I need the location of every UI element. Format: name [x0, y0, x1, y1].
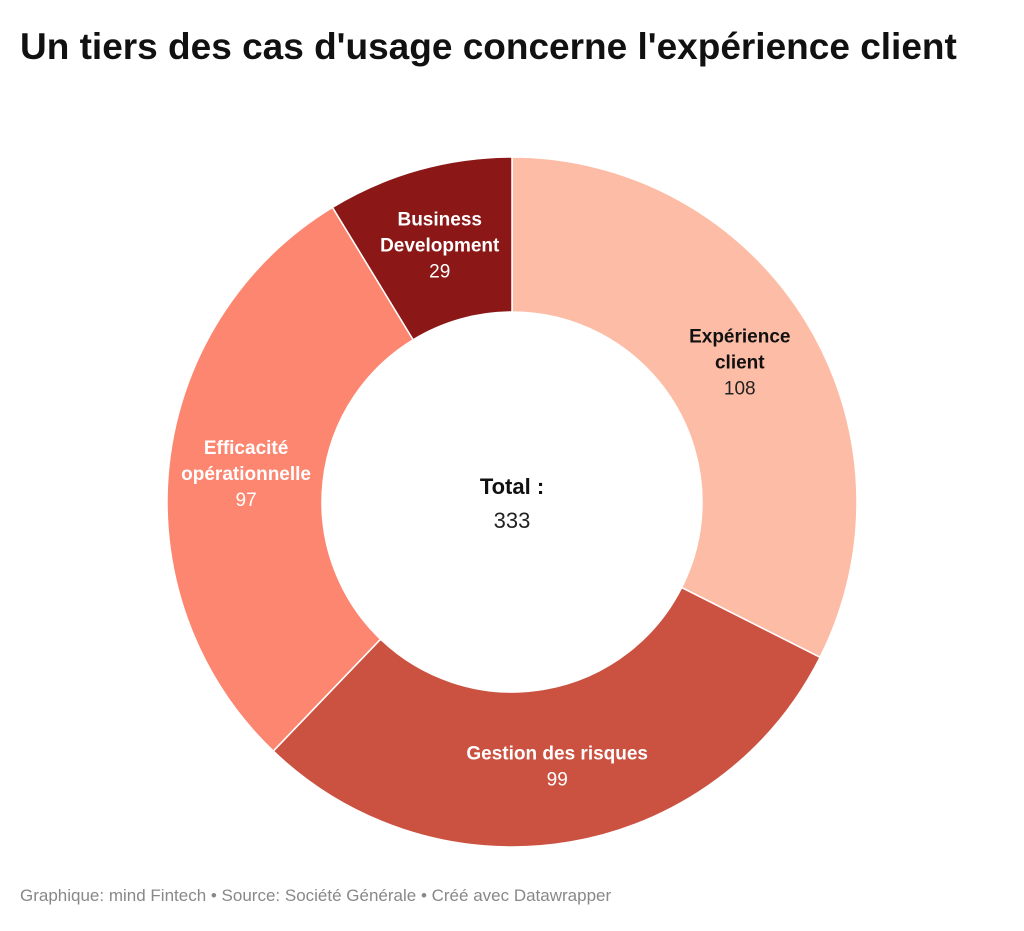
slice-label-experience-client: Expérience client 108 [689, 327, 790, 400]
slice-label-line: Efficacité [204, 438, 288, 459]
slice-label-business-development: Business Development 29 [380, 209, 500, 282]
slice-label-efficacite-operationnelle: Efficacité opérationnelle 97 [181, 438, 311, 511]
slice-value: 29 [429, 261, 450, 282]
slice-efficacite-operationnelle [166, 206, 415, 753]
slice-label-line: Gestion des risques [466, 744, 648, 765]
slice-value: 108 [724, 379, 756, 400]
slice-business-development [331, 156, 513, 341]
slice-label-gestion-des-risques: Gestion des risques 99 [466, 744, 648, 791]
slice-value: 99 [547, 770, 568, 791]
slice-label-line: Business [397, 209, 481, 230]
donut-slices [166, 156, 858, 848]
slice-labels: Expérience client 108 Gestion des risques 99… [181, 209, 790, 790]
chart-title: Un tiers des cas d'usage concerne l'expé… [20, 26, 957, 67]
slice-experience-client [511, 156, 858, 659]
slice-gestion-des-risques [272, 586, 822, 848]
chart-footer: Graphique: mind Fintech • Source: Sociét… [20, 886, 612, 905]
center-total-value: 333 [494, 508, 531, 533]
donut-chart: Expérience client 108 Gestion des risques 99… [166, 156, 858, 848]
slice-label-line: opérationnelle [181, 464, 311, 485]
slice-label-line: client [715, 353, 765, 374]
slice-value: 97 [236, 490, 257, 511]
slice-label-line: Expérience [689, 327, 790, 348]
center-total-label: Total : [480, 474, 544, 499]
slice-label-line: Development [380, 235, 500, 256]
